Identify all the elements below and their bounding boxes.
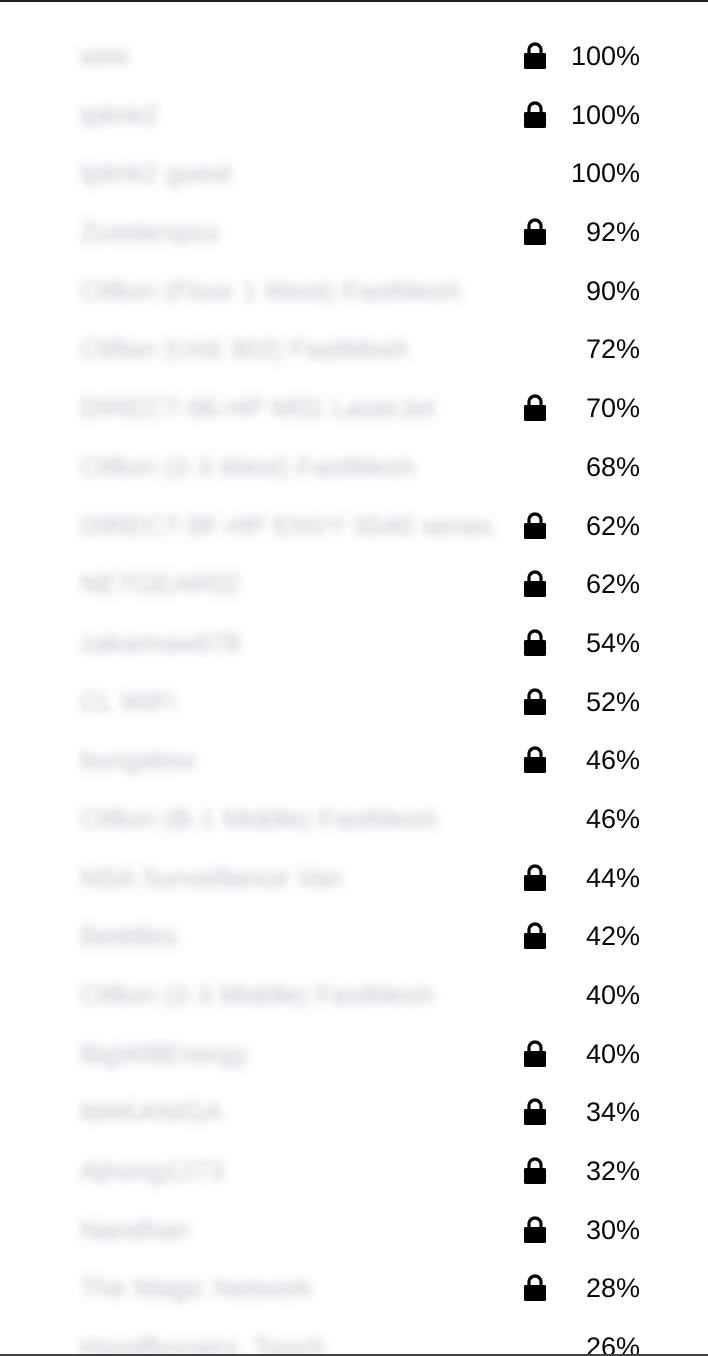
lock-icon — [524, 864, 546, 891]
network-name: NETGEAR02 — [80, 569, 241, 600]
network-name: wire — [80, 41, 130, 71]
signal-strength: 100% — [570, 99, 640, 130]
network-name: BigWillEnergy — [80, 1038, 249, 1069]
signal-strength: 52% — [585, 686, 640, 717]
signal-strength: 62% — [585, 569, 640, 600]
network-name: NSA Surveillance Van — [80, 862, 343, 893]
wifi-network-list[interactable]: wire 100% tplink2 100% tplink2 guest 100% Zced… — [0, 26, 708, 1354]
signal-strength: 26% — [585, 1332, 640, 1354]
lock-icon — [524, 629, 546, 656]
lock-icon — [524, 1216, 546, 1243]
network-row[interactable]: NETGEAR02 62% — [0, 554, 708, 613]
network-row[interactable]: DIRECT-96-HP M01 LaserJet 70% — [0, 378, 708, 437]
network-row[interactable]: MAKANIGA 34% — [0, 1082, 708, 1141]
signal-strength: 44% — [585, 862, 640, 893]
signal-strength: 54% — [585, 627, 640, 658]
network-row[interactable]: Beddles 42% — [0, 906, 708, 965]
network-row[interactable]: The Magic Network 28% — [0, 1258, 708, 1317]
signal-strength: 40% — [585, 1038, 640, 1069]
network-name: CL WiFi — [80, 686, 175, 717]
lock-icon — [524, 1157, 546, 1185]
network-name: bungalow — [80, 745, 196, 776]
network-row[interactable]: Nandhan 30% — [0, 1200, 708, 1259]
network-name: Clifton (Unit 302) FastMesh — [80, 334, 409, 365]
network-name: Clifton (2-3 Middle) FastMesh — [80, 980, 435, 1010]
signal-strength: 100% — [570, 41, 640, 71]
network-row[interactable]: Clifton (B-1 Middle) FastMesh 46% — [0, 789, 708, 848]
signal-strength: 40% — [585, 980, 640, 1010]
network-row[interactable]: Ajhong1273 32% — [0, 1141, 708, 1200]
lock-icon — [524, 511, 546, 539]
network-row[interactable]: CL WiFi 52% — [0, 672, 708, 731]
signal-strength: 34% — [585, 1097, 640, 1128]
network-name: Beddles — [80, 921, 178, 952]
network-row[interactable]: bungalow 46% — [0, 730, 708, 789]
network-name: DIRECT-96-HP M01 LaserJet — [80, 393, 436, 424]
network-name: tplink2 guest — [80, 158, 232, 189]
signal-strength: 32% — [585, 1156, 640, 1187]
network-row[interactable]: DIRECT-9F-HP ENVY 5540 series 62% — [0, 496, 708, 555]
lock-icon — [524, 1040, 546, 1067]
network-row[interactable]: Zcedarspcs 92% — [0, 202, 708, 261]
network-name: The Magic Network — [80, 1273, 313, 1304]
lock-icon — [524, 746, 546, 774]
network-row[interactable]: Clifton (2-3 Middle) FastMesh 40% — [0, 965, 708, 1024]
signal-strength: 68% — [585, 451, 640, 482]
network-row[interactable]: wire 100% — [0, 26, 708, 85]
signal-strength: 28% — [585, 1273, 640, 1304]
network-name: tplink2 — [80, 99, 159, 130]
network-row[interactable]: BigWillEnergy 40% — [0, 1024, 708, 1083]
lock-icon — [524, 42, 546, 69]
network-name: zakariraw678 — [80, 627, 241, 658]
signal-strength: 46% — [585, 745, 640, 776]
bottom-divider — [0, 1354, 708, 1356]
network-row[interactable]: tplink2 guest 100% — [0, 143, 708, 202]
signal-strength: 72% — [585, 334, 640, 365]
lock-icon — [524, 218, 546, 246]
network-name: MAKANIGA — [80, 1097, 223, 1128]
signal-strength: 90% — [585, 275, 640, 306]
lock-icon — [524, 687, 546, 715]
lock-icon — [524, 101, 546, 128]
network-row[interactable]: Hoodfluxxers_Touch 26% — [0, 1317, 708, 1354]
lock-icon — [524, 1098, 546, 1126]
network-row[interactable]: Clifton (2-3 West) FastMesh 68% — [0, 437, 708, 496]
signal-strength: 62% — [585, 510, 640, 541]
network-name: Clifton (2-3 West) FastMesh — [80, 451, 416, 482]
lock-icon — [524, 394, 546, 422]
lock-icon — [524, 570, 546, 598]
network-row[interactable]: zakariraw678 54% — [0, 613, 708, 672]
signal-strength: 70% — [585, 393, 640, 424]
network-name: DIRECT-9F-HP ENVY 5540 series — [80, 510, 494, 541]
network-name: Clifton (B-1 Middle) FastMesh — [80, 803, 438, 834]
signal-strength: 100% — [570, 158, 640, 189]
signal-strength: 42% — [585, 921, 640, 952]
network-row[interactable]: Clifton (Floor 1 West) FastMesh 90% — [0, 261, 708, 320]
network-name: Ajhong1273 — [80, 1156, 225, 1187]
top-divider — [0, 0, 708, 2]
lock-icon — [524, 922, 546, 950]
signal-strength: 30% — [585, 1214, 640, 1245]
network-name: Zcedarspcs — [80, 217, 220, 248]
network-name: Clifton (Floor 1 West) FastMesh — [80, 275, 461, 306]
network-name: Nandhan — [80, 1214, 190, 1245]
signal-strength: 46% — [585, 803, 640, 834]
network-row[interactable]: Clifton (Unit 302) FastMesh 72% — [0, 319, 708, 378]
lock-icon — [524, 1274, 546, 1302]
signal-strength: 92% — [585, 217, 640, 248]
network-name: Hoodfluxxers_Touch — [80, 1332, 325, 1354]
network-row[interactable]: NSA Surveillance Van 44% — [0, 848, 708, 907]
network-row[interactable]: tplink2 100% — [0, 85, 708, 144]
